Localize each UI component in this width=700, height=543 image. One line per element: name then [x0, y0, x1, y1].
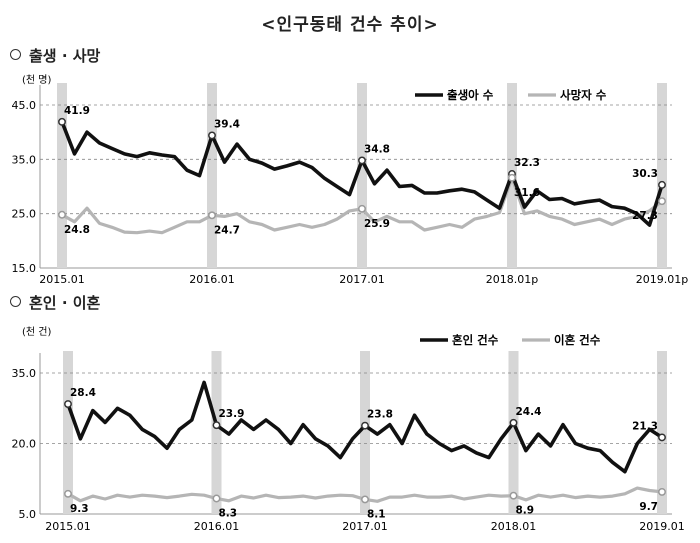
data-label: 23.8 [367, 409, 393, 421]
data-point-marker [509, 418, 518, 427]
data-label: 34.8 [364, 143, 390, 155]
data-point-marker [658, 197, 666, 206]
x-tick-label: 2018.01 [491, 520, 537, 533]
january-band [357, 83, 367, 268]
x-tick-label: 2019.01 [639, 520, 685, 533]
chart-1: 15.0 25.0 35.0 45.0 (천 명) 2015.01 2016.01 2017.… [12, 74, 689, 286]
data-point-marker [64, 489, 72, 498]
data-label: 24.4 [516, 406, 542, 418]
chart-2: 5.0 20.0 35.0 (천 건) 2015.01 2016.01 2017.01 201… [12, 326, 685, 533]
data-label: 28.4 [70, 387, 96, 399]
data-point-marker [212, 421, 221, 430]
bullet-icon [10, 49, 21, 60]
data-label: 27.3 [632, 210, 658, 222]
x-tick-label: 2015.01 [39, 273, 85, 286]
data-label: 24.7 [214, 224, 240, 236]
page-title: <인구동태 건수 추이> [261, 15, 439, 35]
x-tick-label: 2016.01 [189, 273, 235, 286]
data-label: 32.3 [514, 157, 540, 169]
data-point-marker [358, 156, 366, 165]
section-title-text: 혼인 · 이혼 [29, 294, 101, 312]
january-band [63, 351, 73, 514]
x-tick-label: 2018.01p [486, 273, 538, 286]
data-label: 24.8 [64, 224, 90, 236]
january-band [657, 83, 667, 268]
data-point-marker [58, 117, 66, 126]
data-label: 21.3 [632, 420, 658, 432]
legend-label: 이혼 건수 [554, 333, 601, 347]
legend-label: 혼인 건수 [452, 333, 499, 347]
y-tick-label: 5.0 [19, 508, 37, 521]
data-label: 31.6 [514, 187, 540, 199]
data-point-marker [658, 433, 666, 442]
section-title-birth-death: 출생 · 사망 [10, 45, 100, 66]
y-tick-label: 45.0 [12, 99, 37, 112]
y-tick-label: 20.0 [12, 438, 37, 451]
y-tick-label: 35.0 [12, 367, 37, 380]
january-band [508, 351, 519, 514]
january-band [57, 83, 67, 268]
section-title-text: 출생 · 사망 [29, 47, 101, 65]
data-point-marker [208, 211, 216, 220]
january-band [360, 351, 370, 514]
data-point-marker [64, 400, 72, 408]
data-point-marker [509, 491, 518, 500]
data-label: 9.7 [639, 501, 658, 513]
x-tick-label: 2017.01 [342, 520, 388, 533]
data-point-marker [361, 495, 369, 504]
data-point-marker [658, 487, 666, 496]
data-label: 23.9 [219, 408, 245, 420]
y-tick-label: 25.0 [12, 208, 37, 221]
data-point-marker [658, 180, 666, 189]
data-label: 9.3 [70, 503, 89, 515]
x-tick-label: 2019.01p [636, 273, 688, 286]
data-label: 25.9 [364, 218, 390, 230]
data-point-marker [208, 131, 216, 140]
january-band [657, 351, 667, 514]
data-point-marker [212, 494, 221, 503]
legend-label: 출생아 수 [447, 88, 494, 102]
january-band [207, 83, 217, 268]
x-tick-label: 2015.01 [45, 520, 91, 533]
data-label: 8.9 [516, 505, 535, 517]
data-point-marker [358, 204, 366, 213]
legend-label: 사망자 수 [560, 88, 607, 102]
data-label: 39.4 [214, 118, 240, 130]
bullet-icon [10, 296, 21, 307]
y-tick-label: 35.0 [12, 153, 37, 166]
unit-label: (천 건) [22, 326, 51, 338]
january-band [211, 351, 222, 514]
data-label: 8.3 [219, 507, 238, 519]
unit-label: (천 명) [22, 74, 51, 86]
data-point-marker [508, 173, 516, 182]
x-tick-label: 2017.01 [339, 273, 385, 286]
data-point-marker [361, 421, 369, 430]
data-label: 30.3 [632, 168, 658, 180]
y-tick-label: 15.0 [12, 262, 37, 275]
data-label: 8.1 [367, 508, 386, 520]
data-point-marker [58, 210, 66, 219]
section-title-marriage-divorce: 혼인 · 이혼 [10, 292, 100, 313]
x-tick-label: 2016.01 [194, 520, 240, 533]
data-label: 41.9 [64, 105, 90, 117]
